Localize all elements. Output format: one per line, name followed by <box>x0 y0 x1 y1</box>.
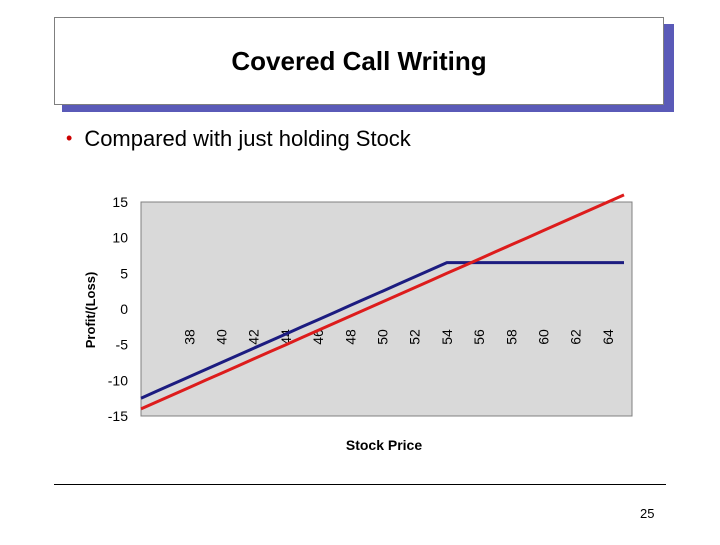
y-tick-label: -10 <box>108 372 128 388</box>
title-box: Covered Call Writing <box>54 17 664 105</box>
x-tick-label: 48 <box>342 329 358 345</box>
x-tick-label: 56 <box>471 329 487 345</box>
x-tick-label: 50 <box>374 329 390 345</box>
bullet-item: • Compared with just holding Stock <box>66 126 411 152</box>
footer-divider <box>54 484 666 485</box>
y-tick-label: 10 <box>112 230 128 246</box>
x-tick-label: 40 <box>213 329 229 345</box>
bullet-text: Compared with just holding Stock <box>84 126 411 151</box>
x-tick-label: 38 <box>181 329 197 345</box>
y-tick-label: -5 <box>116 337 129 353</box>
y-tick-label: -15 <box>108 408 128 424</box>
y-tick-label: 0 <box>120 301 128 317</box>
bullet-dot-icon: • <box>66 128 73 148</box>
y-tick-label: 5 <box>120 265 128 281</box>
y-axis-label: Profit/(Loss) <box>83 272 98 349</box>
x-tick-label: 52 <box>407 329 423 345</box>
x-tick-label: 58 <box>503 329 519 345</box>
series-line-0 <box>140 261 624 400</box>
x-tick-label: 64 <box>600 329 616 345</box>
x-tick-label: 42 <box>246 329 262 345</box>
x-tick-label: 60 <box>535 329 551 345</box>
x-tick-label: 54 <box>439 329 455 345</box>
plot-background <box>140 201 633 417</box>
x-tick-label: 62 <box>568 329 584 345</box>
series-line-1 <box>140 193 625 411</box>
x-axis-label: Stock Price <box>346 437 422 453</box>
page-number: 25 <box>640 506 655 521</box>
y-tick-label: 15 <box>112 194 128 210</box>
slide-title: Covered Call Writing <box>231 45 487 76</box>
